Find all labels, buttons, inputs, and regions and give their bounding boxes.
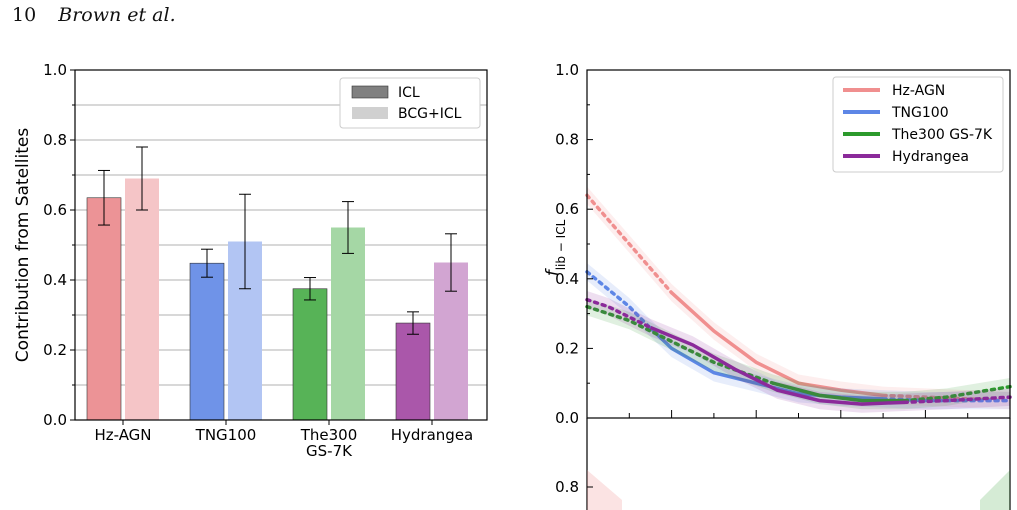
legend: Hz-AGN TNG100 The300 GS-7K Hydrangea [832, 76, 1004, 173]
lower-panel-band [587, 470, 622, 510]
series-line-dotted [585, 270, 648, 326]
y-tick-label: 0.6 [43, 201, 67, 219]
lower-panel-band [980, 470, 1010, 510]
running-authors: Brown et al. [58, 4, 176, 26]
y-tick-label: 0.4 [43, 271, 67, 289]
x-tick-label: GS-7K [306, 442, 353, 460]
series-line-solid [670, 291, 884, 398]
y-tick-label: 0.2 [555, 339, 579, 357]
y-axis-label: flib − ICL [543, 219, 568, 276]
bar-icl [189, 262, 225, 421]
series-line-dotted [585, 193, 674, 295]
x-tick-label: TNG100 [195, 426, 257, 444]
legend-label-bcg-icl: BCG+ICL [398, 106, 462, 122]
legend-swatch-icl [351, 85, 389, 99]
series-line-solid [649, 325, 905, 406]
y-tick-label: 0.0 [555, 409, 579, 427]
x-tick-label: Hydrangea [391, 426, 474, 444]
legend-label: Hydrangea [892, 149, 969, 165]
bar-icl [292, 288, 328, 421]
page-header: 10 Brown et al. [12, 4, 176, 26]
y-tick-label: 1.0 [555, 61, 579, 79]
series-line-dotted [902, 384, 1012, 403]
bar-icl [86, 197, 122, 421]
legend-label-icl: ICL [398, 85, 420, 101]
series-line-solid [772, 381, 905, 403]
series-line-dotted [902, 395, 1012, 405]
y-tick-label: 0.0 [43, 411, 67, 429]
y-tick-label: 0.4 [555, 270, 579, 288]
legend-label: The300 GS-7K [891, 127, 993, 143]
y-tick-label: 0.8 [43, 131, 67, 149]
y-tick-label: 0.8 [555, 131, 579, 149]
y-tick-label: 0.6 [555, 200, 579, 218]
legend-label: TNG100 [891, 105, 949, 121]
y-tick-label: 1.0 [43, 61, 67, 79]
series-line-dotted [585, 297, 653, 330]
y-tick-label: 0.2 [43, 341, 67, 359]
x-tick-label: The300 [300, 426, 358, 444]
legend: ICL BCG+ICL [339, 77, 481, 129]
legend-box [832, 76, 1004, 173]
bar-bcg-icl [331, 227, 365, 420]
legend-swatch-bcg-icl [352, 107, 388, 119]
bar-bcg-icl [125, 178, 159, 420]
x-tick-label: Hz-AGN [94, 426, 151, 444]
page-number: 10 [12, 4, 37, 26]
y-tick-label: 0.8 [555, 478, 579, 496]
line-chart-flib-icl: 0.0 0.2 0.4 0.6 0.8 1.0 0.8 flib − ICL Hz-AGN TNG… [543, 61, 1012, 510]
uncertainty-band [587, 186, 1010, 410]
y-axis-label: Contribution from Satellites [13, 128, 33, 363]
bar-icl [395, 322, 431, 421]
legend-label: Hz-AGN [892, 83, 945, 99]
